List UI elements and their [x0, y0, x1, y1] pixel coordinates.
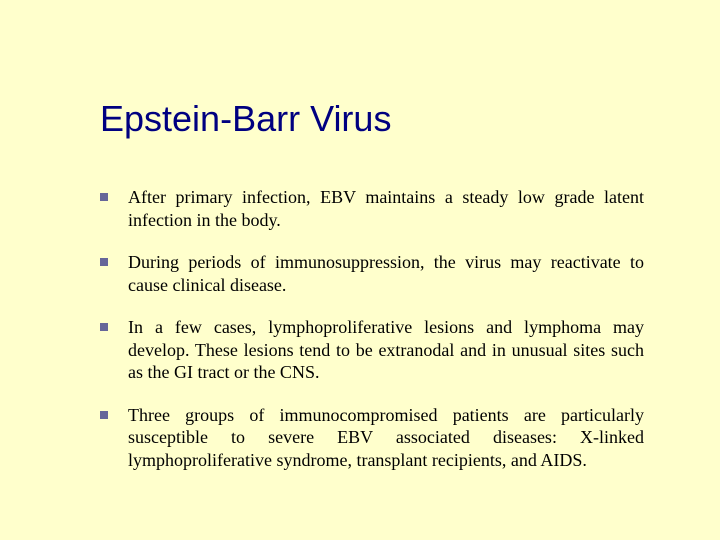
list-item-text: In a few cases, lymphoproliferative lesi…	[128, 316, 644, 384]
bullet-icon	[100, 411, 108, 419]
bullet-icon	[100, 323, 108, 331]
list-item-text: After primary infection, EBV maintains a…	[128, 186, 644, 231]
slide: Epstein-Barr Virus After primary infecti…	[0, 0, 720, 540]
list-item: Three groups of immunocompromised patien…	[100, 404, 644, 472]
list-item: During periods of immunosuppression, the…	[100, 251, 644, 296]
list-item-text: During periods of immunosuppression, the…	[128, 251, 644, 296]
slide-content: After primary infection, EBV maintains a…	[100, 186, 644, 491]
slide-title: Epstein-Barr Virus	[100, 98, 391, 140]
list-item: In a few cases, lymphoproliferative lesi…	[100, 316, 644, 384]
bullet-icon	[100, 258, 108, 266]
bullet-icon	[100, 193, 108, 201]
list-item: After primary infection, EBV maintains a…	[100, 186, 644, 231]
list-item-text: Three groups of immunocompromised patien…	[128, 404, 644, 472]
